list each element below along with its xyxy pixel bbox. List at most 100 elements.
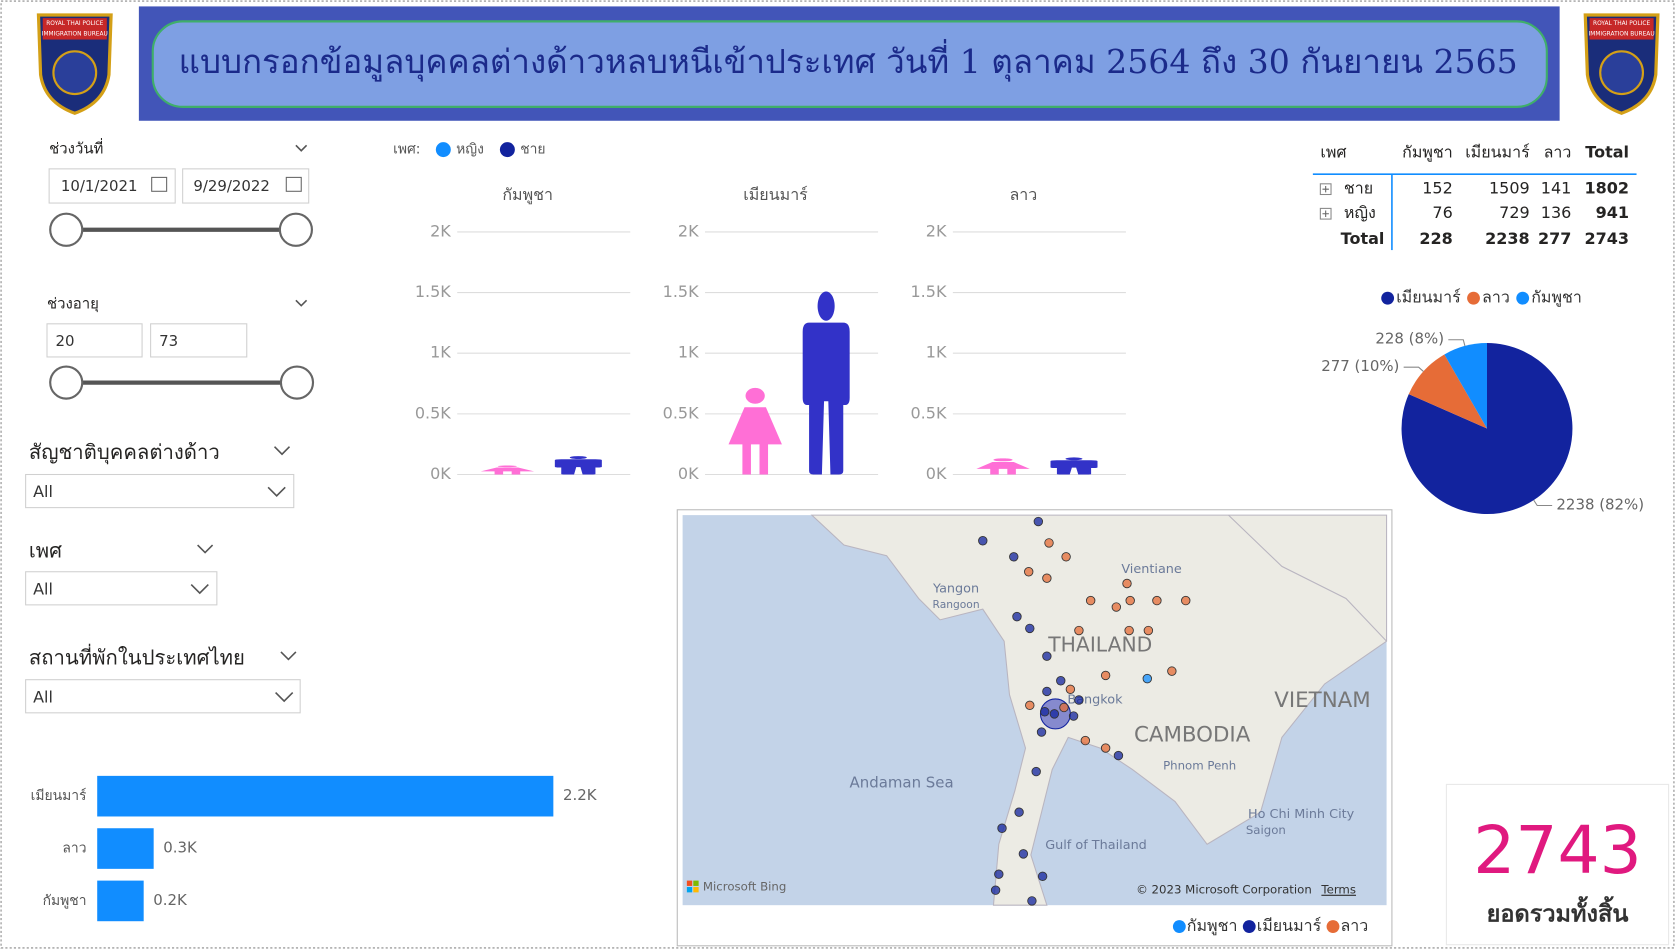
date-slicer[interactable]: ช่วงวันที่ 10/1/2021 9/29/2022 bbox=[48, 138, 313, 247]
person-icon bbox=[728, 387, 782, 475]
chevron[interactable] bbox=[273, 446, 291, 456]
map-point bbox=[1080, 735, 1091, 746]
map-point bbox=[994, 869, 1004, 879]
map-point bbox=[1027, 896, 1037, 906]
card-label: ยอดรวมทั้งสิ้น bbox=[1487, 895, 1629, 927]
y-tick-label: 0K bbox=[678, 464, 699, 483]
map-point bbox=[1100, 743, 1111, 753]
dropdown[interactable] bbox=[25, 571, 218, 606]
chevron[interactable] bbox=[197, 544, 214, 554]
calendar-icon[interactable] bbox=[151, 176, 168, 192]
person-icon bbox=[802, 291, 850, 475]
map-label: Phnom Penh bbox=[1163, 759, 1236, 773]
map-point bbox=[1024, 567, 1034, 577]
bing-logo bbox=[686, 880, 693, 886]
map-label: Vientiane bbox=[1121, 562, 1182, 577]
legend-label: กัมพูชา bbox=[1531, 288, 1582, 308]
map-point bbox=[1033, 516, 1044, 527]
map-point bbox=[1009, 552, 1019, 562]
residence-slicer[interactable]: สถานที่พักในประเทศไทย All bbox=[25, 643, 301, 714]
title: แบบกรอกข้อมูลบุคคลต่างด้าวหลบหนีเข้าประเ… bbox=[179, 39, 1518, 82]
map-point bbox=[1059, 702, 1069, 713]
map-label: Rangoon bbox=[933, 598, 980, 611]
map-point bbox=[1049, 709, 1060, 719]
map-label: VIETNAM bbox=[1274, 688, 1370, 713]
slider-handle[interactable] bbox=[49, 365, 84, 400]
table-cell: 228 bbox=[1419, 229, 1452, 248]
map-terms[interactable]: Terms bbox=[1320, 883, 1356, 897]
y-tick-label: 1K bbox=[678, 343, 699, 362]
age-to: 73 bbox=[159, 332, 178, 350]
nationality-slicer[interactable]: สัญชาติบุคคลต่างด้าว All bbox=[25, 440, 295, 509]
y-tick-label: 0K bbox=[430, 464, 451, 483]
map-point bbox=[1031, 766, 1041, 777]
chevron[interactable] bbox=[295, 299, 308, 307]
date-to: 9/29/2022 bbox=[193, 177, 270, 195]
slicer-label: สัญชาติบุคคลต่างด้าว bbox=[29, 440, 220, 465]
table-cell: 2743 bbox=[1584, 229, 1629, 248]
table-cell: 941 bbox=[1596, 203, 1629, 222]
card-value: 2743 bbox=[1473, 812, 1642, 889]
calendar-icon[interactable] bbox=[285, 176, 302, 192]
slider-handle[interactable] bbox=[278, 212, 313, 247]
column-header: เมียนมาร์ bbox=[1465, 142, 1530, 161]
map-point bbox=[990, 885, 1001, 895]
legend-label: ลาว bbox=[1482, 288, 1510, 307]
map-point bbox=[1014, 807, 1024, 817]
title-box bbox=[151, 20, 1548, 108]
chevron[interactable] bbox=[190, 584, 209, 595]
age-input[interactable] bbox=[150, 323, 248, 358]
table-cell: 729 bbox=[1499, 203, 1530, 222]
table-cell: หญิง bbox=[1344, 203, 1376, 222]
table-cell: 141 bbox=[1541, 179, 1572, 198]
table-cell: 1509 bbox=[1489, 179, 1530, 198]
chevron[interactable] bbox=[280, 651, 297, 661]
gender-slicer[interactable]: เพศ All bbox=[25, 538, 218, 606]
y-tick-label: 2K bbox=[678, 221, 699, 240]
map-point bbox=[1042, 573, 1052, 583]
emblem bbox=[1599, 50, 1645, 96]
dropdown[interactable] bbox=[25, 473, 295, 509]
slicer-label: ช่วงวันที่ bbox=[49, 138, 103, 158]
map-point bbox=[1122, 578, 1132, 589]
date-input[interactable] bbox=[182, 168, 310, 204]
chevron[interactable] bbox=[275, 691, 294, 703]
map-point bbox=[1037, 871, 1048, 882]
panel-title: กัมพูชา bbox=[502, 185, 553, 205]
slider-handle[interactable] bbox=[49, 212, 84, 247]
logo: ROYAL THAI POLICE IMMIGRATION BUREAU bbox=[1583, 13, 1660, 115]
bar bbox=[97, 880, 144, 922]
map-point bbox=[1167, 666, 1177, 676]
data-label: 0.3K bbox=[163, 839, 198, 857]
legend-label: หญิง bbox=[456, 142, 484, 158]
table-cell: 152 bbox=[1422, 179, 1453, 198]
dropdown[interactable] bbox=[25, 679, 301, 714]
age-input[interactable] bbox=[46, 323, 143, 358]
map-point bbox=[1085, 595, 1096, 606]
y-tick-label: 0K bbox=[926, 464, 947, 483]
map-point bbox=[1044, 538, 1054, 548]
map-border bbox=[1228, 514, 1387, 642]
table-cell: 1802 bbox=[1584, 179, 1629, 198]
chevron[interactable] bbox=[295, 144, 308, 152]
chevron[interactable] bbox=[267, 486, 286, 498]
dropdown-value: All bbox=[33, 687, 53, 706]
pie-slice bbox=[1444, 343, 1487, 429]
map-copyright: © 2023 Microsoft Corporation bbox=[1136, 883, 1312, 897]
data-label: 2238 (82%) bbox=[1556, 496, 1644, 514]
map-brand: Microsoft Bing bbox=[703, 880, 786, 894]
map-point bbox=[1125, 595, 1135, 606]
map-point bbox=[1100, 670, 1111, 681]
slicer-label: ช่วงอายุ bbox=[47, 295, 99, 313]
legend-label: ลาว bbox=[1340, 916, 1368, 935]
date-input[interactable] bbox=[48, 168, 176, 204]
emblem bbox=[52, 50, 98, 96]
y-tick-label: เมียนมาร์ bbox=[31, 787, 87, 804]
map-point bbox=[1056, 676, 1066, 686]
person-icon bbox=[480, 465, 535, 475]
map-point bbox=[1065, 684, 1076, 695]
age-slicer[interactable]: ช่วงอายุ 20 73 bbox=[46, 295, 315, 400]
pie-slice bbox=[1408, 354, 1487, 429]
slider-handle[interactable] bbox=[279, 365, 315, 400]
